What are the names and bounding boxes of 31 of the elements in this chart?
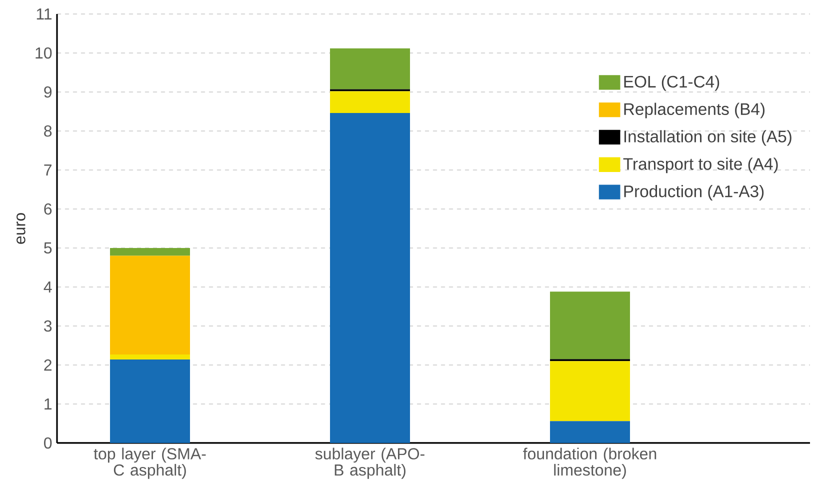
- y-tick-label: 1: [44, 398, 52, 410]
- y-tick-label: 10: [36, 47, 52, 59]
- legend-label: Installation on site (A5): [624, 130, 792, 146]
- y-tick-label: 3: [44, 320, 52, 332]
- bar: [330, 48, 410, 90]
- x-tick-label: foundation (broken limestone): [523, 448, 656, 479]
- y-tick-label: 0: [44, 437, 52, 449]
- bar: [550, 421, 630, 443]
- y-tick-label: 4: [44, 281, 52, 292]
- y-tick-label: 6: [44, 203, 52, 215]
- legend-label: Transport to site (A4): [623, 158, 778, 174]
- y-tick-label: 2: [44, 359, 52, 371]
- bar: [110, 354, 190, 360]
- y-tick-label: 7: [44, 164, 52, 176]
- legend-label: Replacements (B4): [624, 102, 764, 118]
- y-tick-label: 8: [44, 125, 52, 137]
- x-tick-label: sublayer (APO-B asphalt): [315, 448, 424, 479]
- y-tick-label: 5: [44, 242, 52, 254]
- bar: [110, 256, 190, 354]
- bar: [330, 113, 410, 443]
- y-axis-title: euro: [16, 213, 26, 244]
- bar: [330, 91, 410, 114]
- y-tick-label: 11: [36, 8, 52, 20]
- y-tick-label: 9: [44, 86, 52, 98]
- bar: [550, 292, 630, 360]
- legend-label: EOL (C1-C4): [624, 75, 720, 91]
- bar: [550, 361, 630, 422]
- bar: [110, 360, 190, 443]
- legend-label: Production (A1-A3): [624, 184, 764, 201]
- x-tick-label: top layer (SMA-C asphalt): [94, 448, 206, 479]
- bar: [110, 248, 190, 256]
